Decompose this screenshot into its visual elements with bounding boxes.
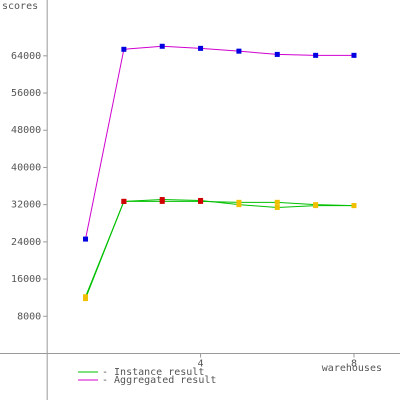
y-tick-label: 40000 <box>11 162 41 173</box>
y-tick-label: 16000 <box>11 274 41 285</box>
point <box>351 52 357 58</box>
y-axis-label: scores <box>2 1 38 12</box>
point <box>236 199 242 205</box>
point <box>274 199 280 205</box>
point <box>83 296 89 302</box>
point <box>236 48 242 54</box>
y-tick-label: 48000 <box>11 125 41 136</box>
point <box>274 51 280 57</box>
point <box>351 203 357 209</box>
y-tick-label: 56000 <box>11 88 41 99</box>
x-tick-label: 8 <box>351 358 357 369</box>
y-tick-label: 24000 <box>11 237 41 248</box>
y-tick-label: 64000 <box>11 51 41 62</box>
point <box>313 52 319 58</box>
x-tick-label: 4 <box>198 358 204 369</box>
point <box>313 202 319 208</box>
point <box>198 198 204 204</box>
point <box>159 198 165 204</box>
legend-label: - Aggregated result <box>102 375 216 386</box>
series-line <box>85 200 354 299</box>
y-tick-label: 32000 <box>11 200 41 211</box>
point <box>159 43 165 49</box>
series-line <box>85 45 354 240</box>
point <box>83 236 89 242</box>
y-tick-label: 8000 <box>17 311 41 322</box>
point <box>198 45 204 51</box>
point <box>274 204 280 210</box>
point <box>121 46 127 52</box>
point <box>121 198 127 204</box>
legend-label: - Instance result <box>102 367 204 378</box>
x-axis-label: warehouses <box>322 363 382 374</box>
series-line <box>85 199 354 297</box>
